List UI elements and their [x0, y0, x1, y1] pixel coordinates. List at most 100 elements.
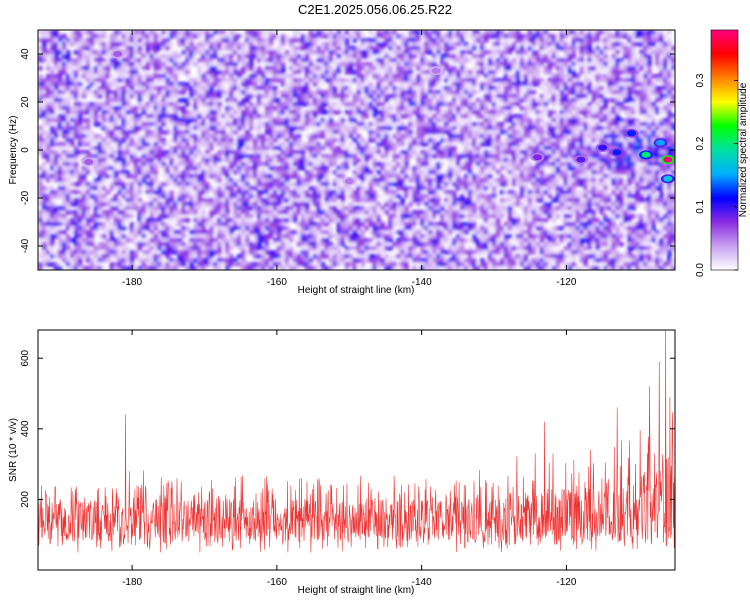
heatmap-cell	[452, 126, 457, 131]
heatmap-cell	[49, 106, 55, 111]
heatmap-cell	[352, 102, 358, 107]
heatmap-cell	[547, 90, 553, 95]
heatmap-cell	[260, 102, 266, 107]
heatmap-cell	[213, 70, 218, 75]
heatmap-cell	[384, 150, 389, 155]
heatmap-cell	[233, 34, 238, 39]
heatmap-cell	[376, 82, 381, 87]
heatmap-cell	[93, 82, 99, 87]
heatmap-cell	[117, 126, 123, 131]
heatmap-cell	[312, 154, 318, 159]
heatmap-cell	[420, 118, 425, 123]
heatmap-cell	[328, 50, 334, 55]
heatmap-cell	[567, 178, 573, 183]
heatmap-cell	[372, 70, 378, 75]
heatmap-cell	[631, 174, 636, 179]
heatmap-cell	[579, 122, 585, 127]
heatmap-cell	[519, 62, 525, 67]
heatmap-cell	[631, 150, 636, 155]
heatmap-cell	[73, 70, 79, 75]
heatmap-cell	[41, 50, 47, 55]
heatmap-cell	[101, 102, 107, 107]
heatmap-cell	[587, 90, 592, 95]
heatmap-cell	[141, 34, 147, 39]
heatmap-cell	[448, 158, 453, 163]
heatmap-cell	[396, 34, 401, 39]
heatmap-cell	[177, 66, 182, 71]
heatmap-cell	[523, 34, 529, 39]
heatmap-cell	[659, 122, 664, 127]
heatmap-cell	[85, 34, 91, 39]
heatmap-cell	[479, 122, 485, 127]
heatmap-cell	[69, 150, 75, 155]
heatmap-cell	[157, 118, 163, 123]
heatmap-cell	[380, 58, 385, 63]
heatmap-cell	[587, 122, 592, 127]
heatmap-cell	[121, 110, 127, 115]
heatmap-cell	[551, 154, 557, 159]
heatmap-cell	[392, 146, 397, 151]
heatmap-cell	[304, 98, 310, 103]
heatmap-cell	[507, 94, 513, 99]
heatmap-cell	[479, 82, 485, 87]
heatmap-cell	[360, 126, 366, 131]
heatmap-cell	[316, 178, 322, 183]
heatmap-cell	[157, 42, 163, 47]
heatmap-cell	[631, 170, 636, 175]
heatmap-cell	[38, 58, 43, 63]
heatmap-cell	[515, 38, 521, 43]
heatmap-cell	[237, 178, 242, 183]
heatmap-cell	[161, 70, 166, 75]
heatmap-cell	[511, 146, 517, 151]
heatmap-cell	[507, 150, 513, 155]
heatmap-cell	[647, 70, 652, 75]
heatmap-cell	[169, 30, 174, 35]
heatmap-cell	[655, 106, 660, 111]
heatmap-cell	[93, 86, 99, 91]
heatmap-cell	[591, 58, 596, 63]
heatmap-cell	[69, 94, 75, 99]
heatmap-cell	[571, 46, 577, 51]
heatmap-cell	[428, 30, 433, 35]
heatmap-cell	[420, 130, 425, 135]
heatmap-cell	[89, 182, 95, 187]
heatmap-cell	[503, 38, 509, 43]
heatmap-cell	[141, 94, 147, 99]
heatmap-cell	[209, 106, 214, 111]
heatmap-cell	[639, 174, 644, 179]
heatmap-cell	[316, 158, 322, 163]
heatmap-cell	[296, 162, 302, 167]
heatmap-cell	[567, 146, 573, 151]
heatmap-cell	[169, 66, 174, 71]
heatmap-cell	[384, 162, 389, 167]
heatmap-cell	[320, 158, 326, 163]
heatmap-cell	[276, 118, 282, 123]
heatmap-cell	[567, 54, 573, 59]
heatmap-cell	[491, 166, 497, 171]
heatmap-cell	[328, 94, 334, 99]
heatmap-cell	[579, 102, 585, 107]
heatmap-cell	[611, 170, 616, 175]
heatmap-cell	[101, 82, 107, 87]
heatmap-cell	[483, 106, 489, 111]
heatmap-cell	[448, 166, 453, 171]
heatmap-cell	[249, 138, 254, 143]
heatmap-cell	[471, 150, 477, 155]
heatmap-cell	[448, 70, 453, 75]
heatmap-cell	[356, 54, 362, 59]
heatmap-cell	[125, 162, 131, 167]
heatmap-cell	[587, 114, 592, 119]
heatmap-cell	[463, 78, 469, 83]
heatmap-cell	[551, 82, 557, 87]
heatmap-cell	[300, 126, 306, 131]
heatmap-cell	[157, 102, 163, 107]
heatmap-cell	[77, 130, 83, 135]
heatmap-cell	[527, 154, 533, 159]
heatmap-cell	[173, 106, 178, 111]
heatmap-cell	[595, 170, 600, 175]
heatmap-cell	[260, 98, 266, 103]
heatmap-cell	[213, 102, 218, 107]
heatmap-cell	[149, 166, 155, 171]
heatmap-cell	[312, 118, 318, 123]
heatmap-cell	[105, 50, 111, 55]
